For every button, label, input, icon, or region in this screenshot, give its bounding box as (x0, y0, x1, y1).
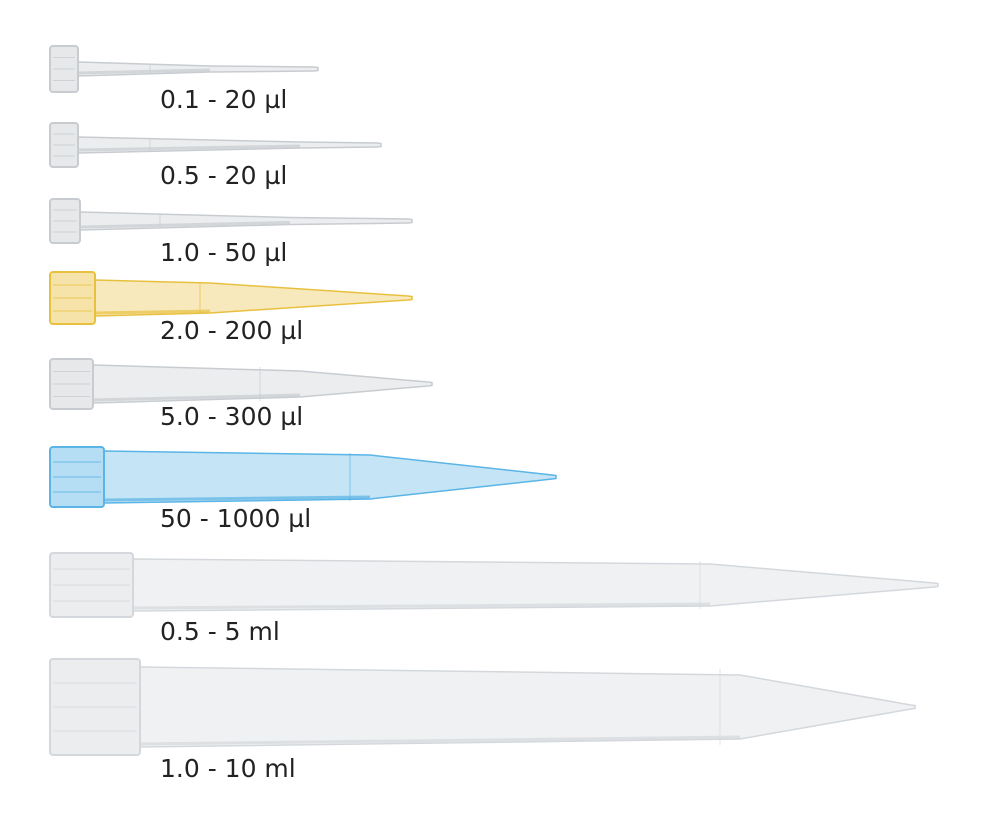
tip-body (132, 558, 939, 612)
pipette-tip-2 (49, 198, 413, 244)
pipette-tip-1 (49, 122, 382, 168)
tip-body (139, 666, 916, 748)
pipette-tip-5 (49, 446, 557, 508)
tip-label-0: 0.1 - 20 µl (160, 85, 288, 114)
tip-highlight (94, 309, 211, 315)
tip-highlight (77, 144, 301, 152)
pipette-tip-0 (49, 45, 319, 93)
pipette-tip-4 (49, 358, 433, 410)
tip-label-2: 1.0 - 50 µl (160, 238, 288, 267)
tip-highlight (92, 393, 301, 402)
tip-label-5: 50 - 1000 µl (160, 504, 312, 533)
tip-label-6: 0.5 - 5 ml (160, 617, 280, 646)
tip-highlight (77, 68, 211, 75)
tip-label-1: 0.5 - 20 µl (160, 161, 288, 190)
tip-highlight (79, 221, 291, 229)
tip-highlight (139, 735, 741, 746)
tip-body (94, 279, 413, 317)
tip-label-3: 2.0 - 200 µl (160, 316, 304, 345)
pipette-tip-7 (49, 658, 916, 756)
tip-highlight (132, 602, 711, 610)
tip-highlight (103, 495, 371, 502)
tip-label-7: 1.0 - 10 ml (160, 754, 296, 783)
tip-label-4: 5.0 - 300 µl (160, 402, 304, 431)
tip-body (92, 364, 433, 404)
pipette-tip-3 (49, 271, 413, 325)
tip-body (103, 450, 557, 504)
pipette-tip-6 (49, 552, 939, 618)
